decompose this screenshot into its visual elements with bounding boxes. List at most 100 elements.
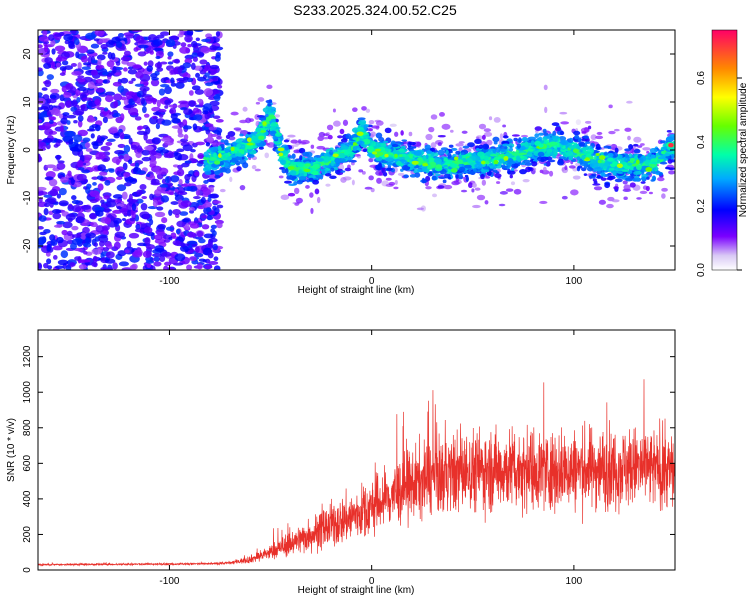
spectrogram-cell	[160, 195, 170, 203]
spectrogram-cell	[462, 145, 470, 149]
spectrogram-cell	[394, 179, 398, 185]
spectrogram-cell	[212, 205, 217, 211]
spectrogram-cell	[626, 100, 633, 104]
spectrogram-cell	[272, 135, 279, 140]
spectrogram-cell	[82, 97, 93, 101]
spectrogram-cell	[150, 72, 158, 79]
spectrogram-cell	[384, 148, 392, 152]
spectrogram-cell	[56, 220, 66, 225]
spectrogram-cell	[54, 108, 61, 117]
spectrogram-cell	[401, 139, 408, 142]
spectrogram-cell	[131, 30, 143, 33]
spectrogram-cell	[509, 145, 513, 149]
spectrogram-cell	[236, 166, 242, 172]
spectrogram-cell	[95, 210, 104, 217]
spectrogram-cell	[587, 125, 592, 130]
spectrogram-cell	[666, 129, 672, 133]
spectrogram-cell	[165, 226, 175, 231]
spectrogram-cell	[98, 38, 109, 44]
spectrogram-cell	[279, 159, 287, 165]
spectrogram-cell	[499, 160, 504, 164]
spectrogram-cell	[480, 173, 485, 180]
spectrogram-cell	[561, 195, 568, 200]
spectrogram-cell	[190, 40, 198, 48]
spectrogram-cell	[635, 164, 642, 170]
spectrogram-marks	[38, 30, 675, 270]
spectrogram-cell	[171, 125, 182, 129]
spectrogram-cell	[71, 205, 82, 213]
spectrogram-cell	[43, 262, 49, 269]
spectrogram-cell	[212, 115, 221, 120]
spectrogram-cell	[138, 39, 149, 44]
spectrogram-cell	[82, 137, 91, 142]
spectrogram-cell	[38, 44, 43, 49]
spectrogram-cell	[483, 155, 489, 161]
spectrogram-cell	[44, 128, 54, 136]
spectrogram-cell	[265, 99, 273, 104]
spectrogram-cell	[163, 140, 174, 146]
spectrogram-cell	[113, 112, 121, 118]
spectrogram-cell	[152, 47, 164, 52]
spectrogram-cell	[606, 177, 614, 181]
spectrogram-cell	[484, 160, 490, 165]
spectrogram-cell	[55, 62, 61, 68]
spectrogram-cell	[52, 212, 62, 220]
spectrogram-cell	[215, 31, 221, 37]
spectrogram-cell	[384, 127, 392, 134]
spectrogram-cell	[278, 152, 284, 157]
spectrogram-cell	[397, 172, 405, 177]
spectrogram-cell	[147, 60, 154, 67]
spectrogram-cell	[352, 145, 358, 152]
spectrogram-cell	[314, 188, 320, 195]
spectrogram-cell	[655, 170, 661, 174]
spectrogram-cell	[124, 249, 130, 254]
spectrogram-cell	[41, 103, 51, 110]
spectrogram-cell	[507, 160, 516, 165]
spectrogram-cell	[118, 261, 129, 267]
spectrogram-cell	[274, 132, 283, 137]
spectrogram-cell	[183, 134, 189, 140]
spectrogram-cell	[66, 230, 73, 236]
spectrogram-cell	[202, 201, 212, 209]
spectrogram-cell	[123, 135, 131, 140]
spectrogram-cell	[488, 116, 493, 121]
spectrogram-cell	[453, 156, 459, 161]
spectrogram-cell	[448, 144, 454, 148]
spectrogram-cell	[95, 156, 102, 160]
spectrogram-cell	[62, 92, 72, 99]
spectrogram-cell	[117, 250, 127, 257]
spectrogram-cell	[489, 154, 498, 157]
snr-y-tick-label: 0	[22, 567, 33, 573]
spectrogram-cell	[592, 178, 597, 182]
spectrogram-cell	[71, 234, 82, 239]
spectrogram-cell	[100, 267, 107, 270]
spectrogram-cell	[164, 176, 170, 184]
spectrogram-cell	[304, 163, 311, 167]
spectrogram-cell	[645, 185, 650, 192]
spectrogram-cell	[518, 152, 528, 156]
spectrogram-cell	[367, 148, 374, 153]
spectrogram-cell	[116, 184, 127, 192]
spectrogram-cell	[145, 267, 152, 270]
spectrogram-cell	[460, 152, 465, 156]
spectrogram-cell	[573, 130, 581, 136]
spectrogram-cell	[153, 256, 160, 262]
spectrogram-cell	[425, 133, 433, 141]
spectrogram-cell	[131, 203, 137, 211]
spectrogram-cell	[190, 62, 196, 70]
spectrogram-cell	[284, 163, 290, 168]
spectrogram-cell	[283, 139, 290, 143]
spectrogram-cell	[495, 147, 501, 153]
spectrogram-cell	[432, 193, 438, 198]
spectrogram-cell	[422, 163, 429, 167]
spectrogram-cell	[199, 59, 208, 65]
spectrogram-cell	[126, 240, 132, 249]
spectrogram-cell	[459, 164, 463, 167]
spectrogram-cell	[343, 150, 349, 156]
spectrogram-cell	[212, 200, 222, 204]
spectrogram-cell	[144, 237, 151, 245]
spectrogram-cell	[603, 145, 611, 149]
spectrogram-cell	[520, 134, 529, 138]
spectrogram-cell	[113, 241, 121, 250]
